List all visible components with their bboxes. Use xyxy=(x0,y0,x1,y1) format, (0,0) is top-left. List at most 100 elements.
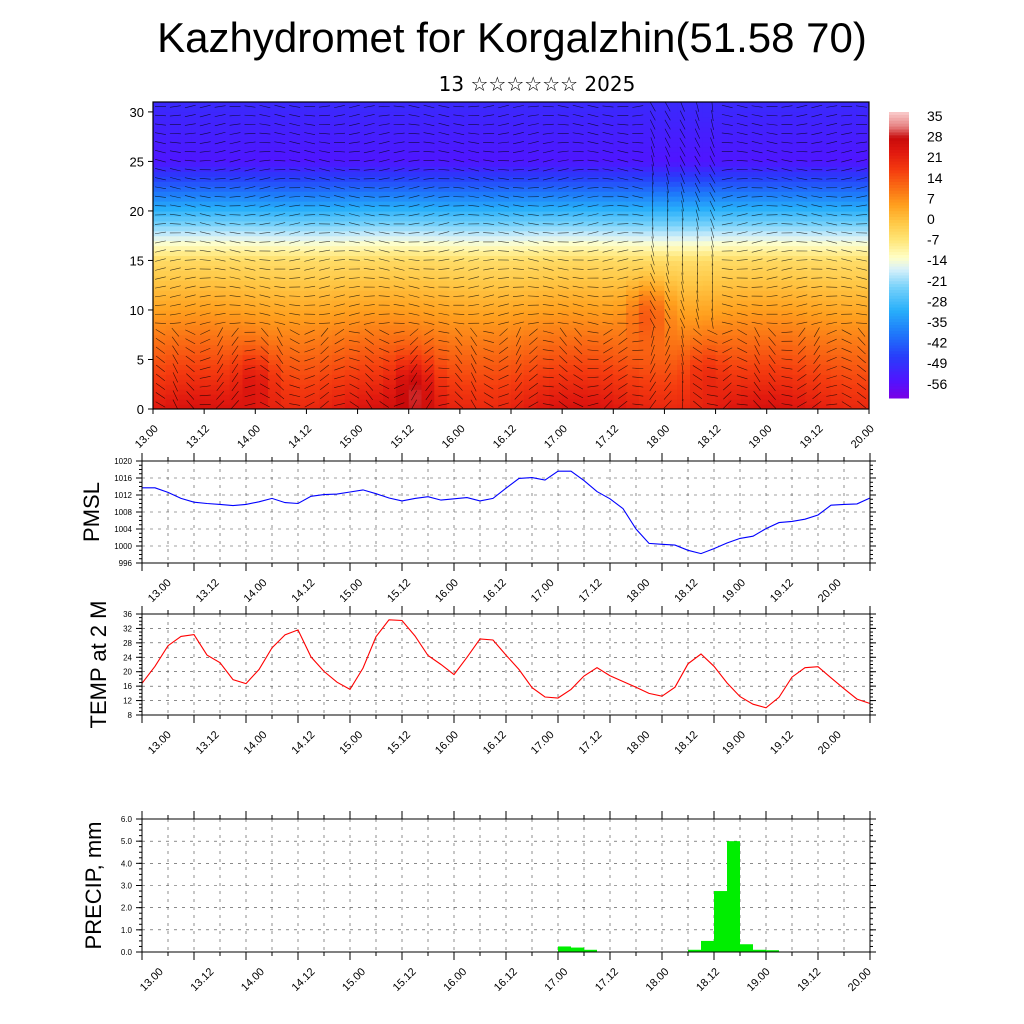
heatmap-cell xyxy=(306,121,320,128)
heatmap-cell xyxy=(741,250,755,257)
heatmap-cell xyxy=(779,245,793,252)
heatmap-cell xyxy=(319,394,333,400)
heatmap-cell xyxy=(293,354,308,361)
heatmap-cell xyxy=(459,220,474,227)
wind-vector xyxy=(617,276,629,280)
heatmap-cell xyxy=(523,285,538,291)
heatmap-cell xyxy=(408,245,423,252)
heatmap-cell xyxy=(383,329,397,336)
heatmap-cell xyxy=(498,146,512,153)
heatmap-cell xyxy=(370,245,384,252)
heatmap-cell xyxy=(511,156,525,163)
wind-vector xyxy=(379,347,390,353)
heatmap-cell xyxy=(549,166,563,172)
heatmap-cell xyxy=(626,285,640,291)
heatmap-cell xyxy=(204,245,218,252)
wind-vector xyxy=(811,249,823,253)
heatmap-cell xyxy=(715,364,729,370)
heatmap-cell xyxy=(677,102,691,108)
heatmap-cell xyxy=(574,161,589,167)
wind-vector xyxy=(453,231,465,235)
wind-vector xyxy=(244,303,256,307)
wind-vector xyxy=(214,277,226,279)
wind-vector xyxy=(438,195,450,198)
wind-vector xyxy=(363,195,375,198)
wind-vector xyxy=(542,168,554,172)
heatmap-cell xyxy=(600,161,614,167)
heatmap-cell xyxy=(536,166,550,172)
heatmap-cell xyxy=(626,225,640,232)
heatmap-cell xyxy=(702,285,717,291)
wind-vector xyxy=(408,195,420,199)
wind-vector xyxy=(334,294,345,298)
heatmap-cell xyxy=(766,126,781,133)
wind-vector xyxy=(498,384,509,389)
wind-vector xyxy=(214,222,226,226)
heatmap-cell xyxy=(587,166,602,172)
heatmap-cell xyxy=(664,131,678,138)
wind-vector xyxy=(811,321,823,325)
wind-vector xyxy=(602,322,614,325)
heatmap-cell xyxy=(817,389,832,395)
heatmap-cell xyxy=(523,404,538,409)
heatmap-cell xyxy=(523,166,538,172)
heatmap-cell xyxy=(319,245,333,252)
wind-vector xyxy=(587,222,599,226)
heatmap-cell xyxy=(830,394,845,400)
heatmap-cell xyxy=(702,305,717,311)
heatmap-cell xyxy=(255,300,269,306)
wind-vector xyxy=(692,374,703,381)
heatmap-cell xyxy=(204,186,218,192)
wind-vector xyxy=(721,241,733,243)
wind-vector xyxy=(304,231,316,235)
heatmap-cell xyxy=(357,131,371,138)
wind-vector xyxy=(617,132,629,135)
heatmap-cell xyxy=(792,151,806,158)
wind-vector xyxy=(453,168,465,172)
heatmap-cell xyxy=(690,121,704,128)
heatmap-cell xyxy=(613,394,627,400)
heatmap-cell xyxy=(511,131,525,138)
heatmap-cell xyxy=(447,364,461,370)
heatmap-cell xyxy=(178,329,192,336)
wind-vector xyxy=(244,114,256,117)
heatmap-cell xyxy=(613,225,627,232)
heatmap-cell xyxy=(856,314,869,321)
heatmap-cell xyxy=(766,285,781,291)
wind-vector xyxy=(184,259,196,261)
heatmap-cell xyxy=(702,235,717,242)
heatmap-cell xyxy=(766,166,781,172)
heatmap-cell xyxy=(370,201,384,207)
heatmap-cell xyxy=(856,111,869,118)
heatmap-cell xyxy=(613,334,627,341)
heatmap-cell xyxy=(562,106,576,113)
heatmap-cell xyxy=(728,121,742,128)
heatmap-cell xyxy=(498,181,512,187)
heatmap-cell xyxy=(536,151,550,158)
heatmap-cell xyxy=(728,285,742,291)
wind-vector xyxy=(557,250,569,252)
heatmap-cell xyxy=(268,270,282,276)
heatmap-cell xyxy=(715,181,729,187)
wind-vector xyxy=(424,364,434,373)
wind-vector xyxy=(721,132,733,135)
heatmap-cell xyxy=(344,280,359,286)
heatmap-cell xyxy=(153,250,167,257)
wind-vector xyxy=(304,249,316,253)
heatmap-cell xyxy=(830,151,845,158)
wind-vector xyxy=(710,218,715,230)
heatmap-cell xyxy=(511,404,525,409)
heatmap-cell xyxy=(370,196,384,202)
heatmap-cell xyxy=(498,201,512,207)
heatmap-cell xyxy=(178,275,192,281)
wind-vector xyxy=(617,223,629,225)
heatmap-cell xyxy=(344,344,359,351)
wind-vector xyxy=(736,213,748,217)
heatmap-cell xyxy=(779,265,793,271)
heatmap-cell xyxy=(255,290,269,296)
heatmap-cell xyxy=(165,255,180,262)
heatmap-cell xyxy=(830,225,845,232)
wind-vector xyxy=(378,240,390,244)
heatmap-cell xyxy=(792,225,806,232)
heatmap-cell xyxy=(779,240,793,247)
